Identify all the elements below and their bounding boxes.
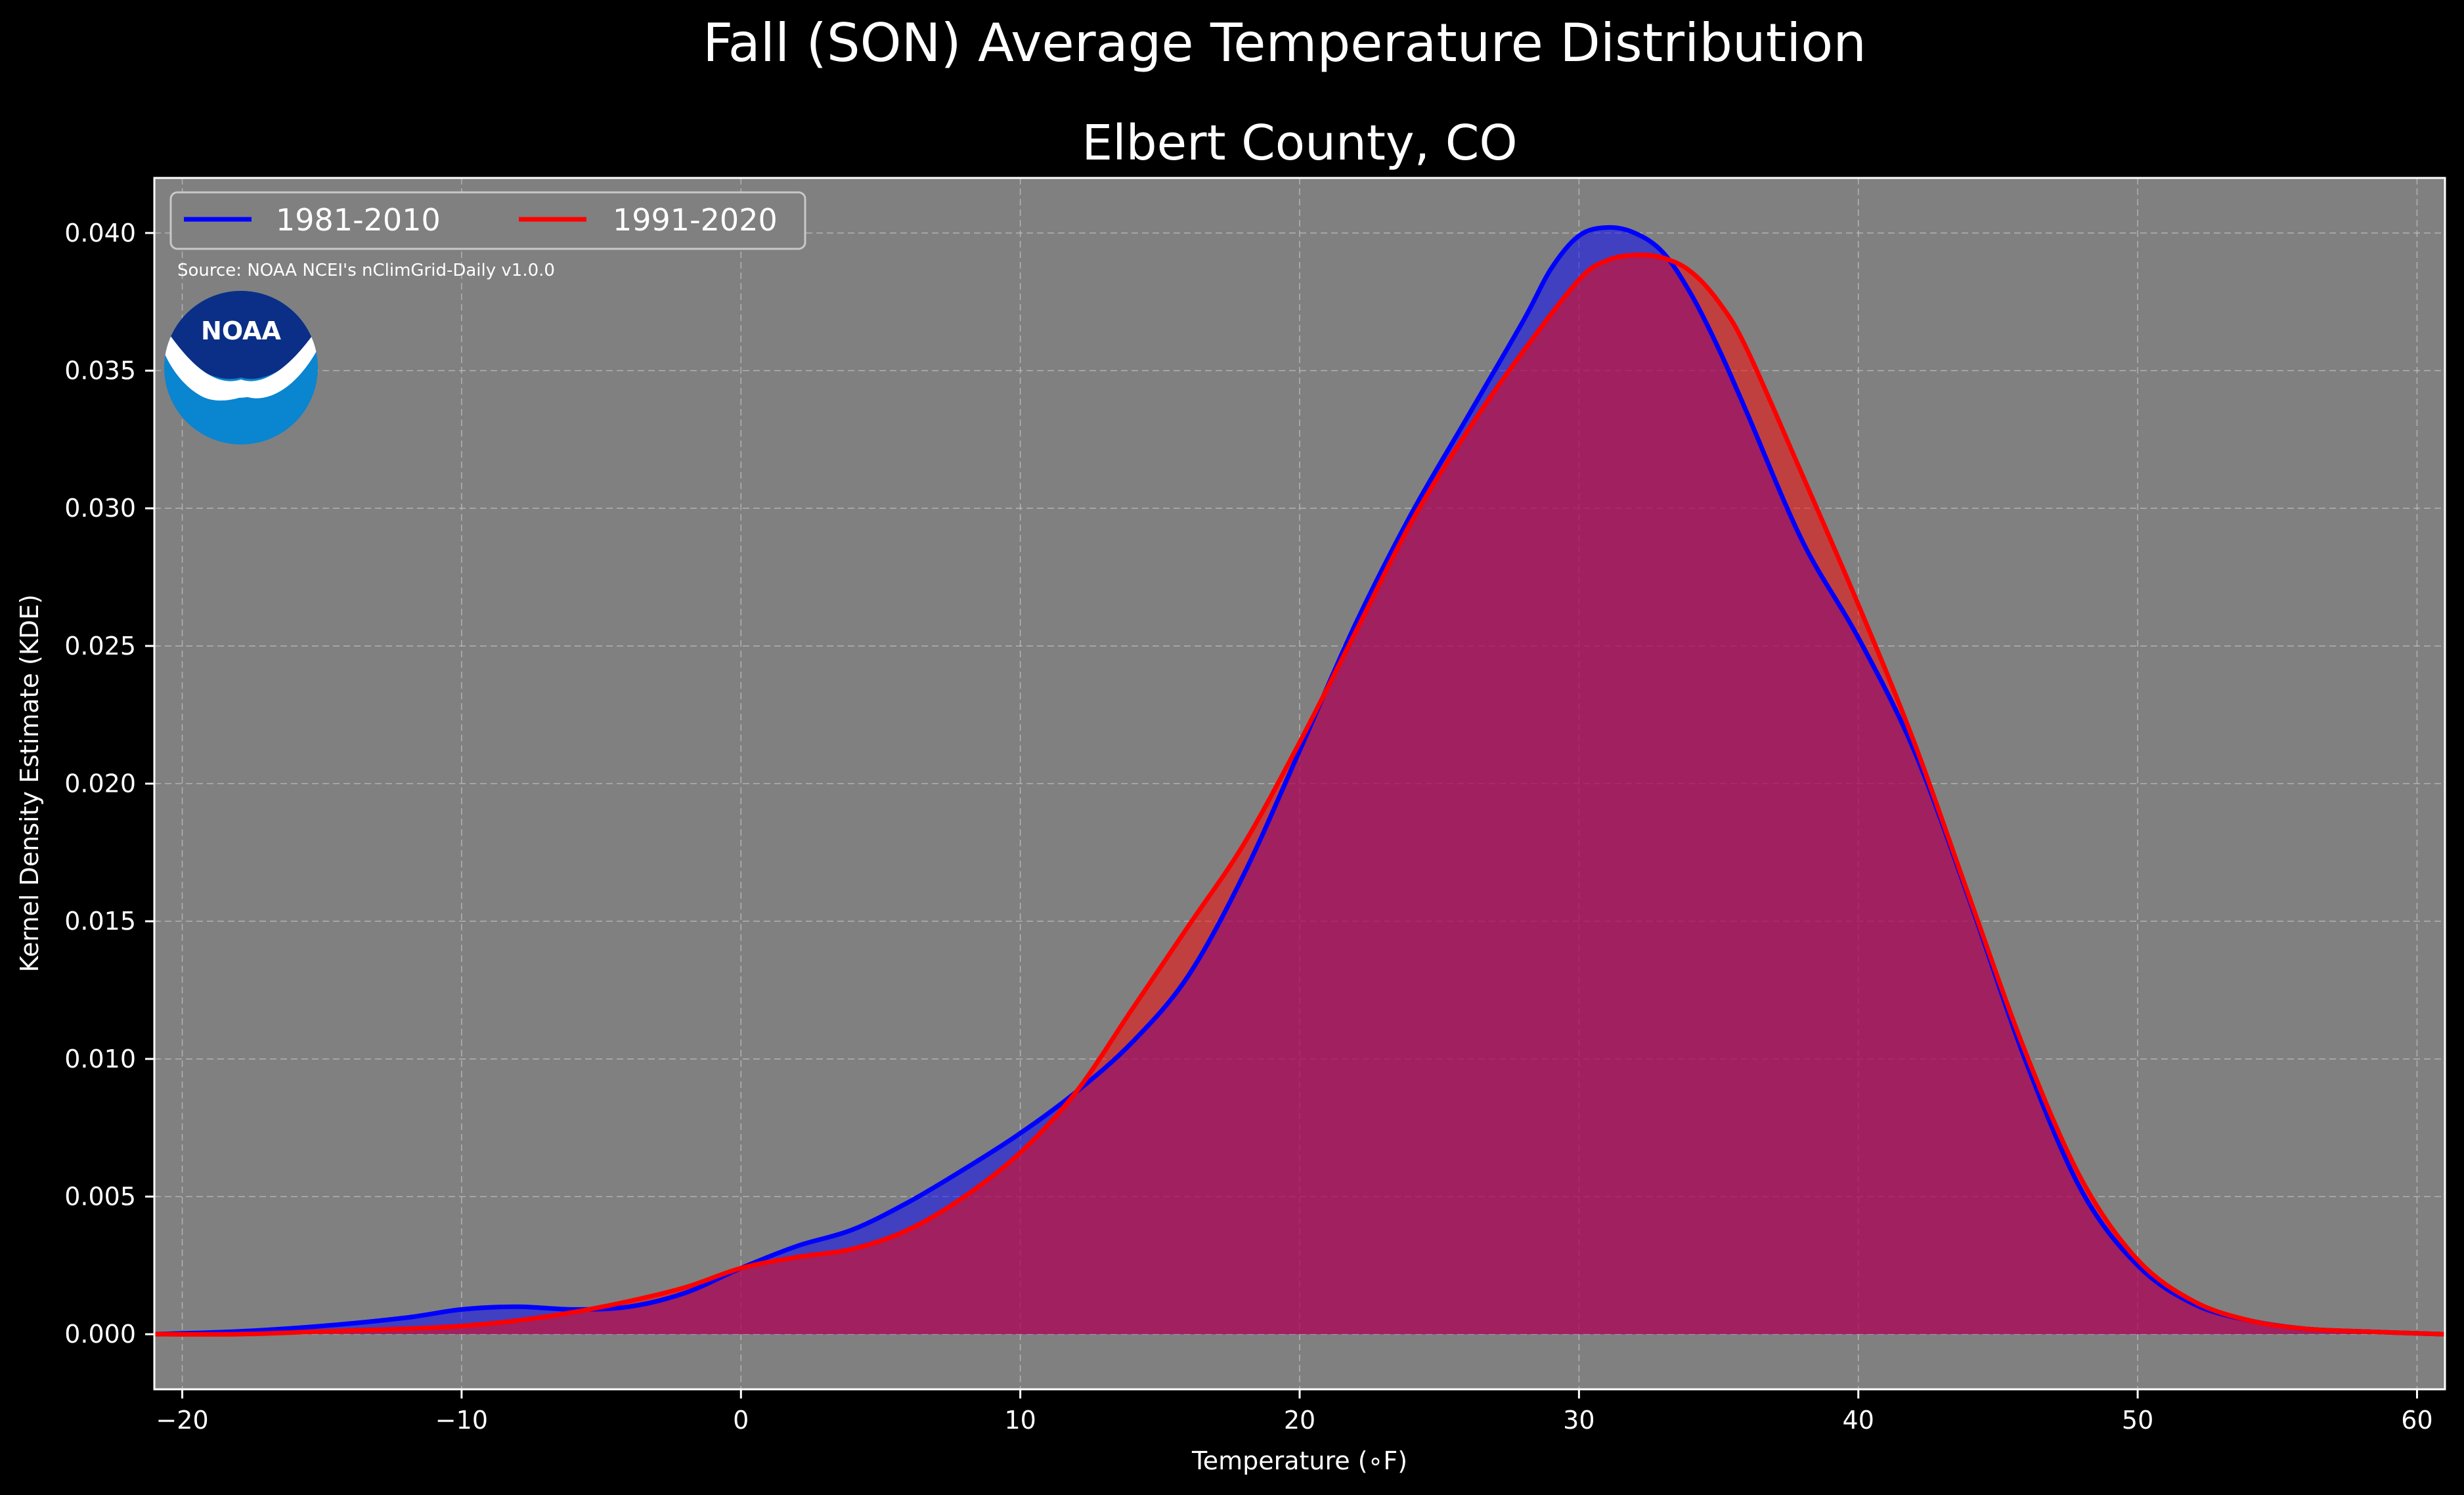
legend-label-1991-2020: 1991-2020 bbox=[613, 202, 778, 238]
y-axis-ticks: 0.000 0.005 0.010 0.015 0.020 0.025 0.030 0.035… bbox=[64, 219, 154, 1349]
x-axis-ticks: −20 −10 0 10 20 30 40 50 60 bbox=[156, 1389, 2433, 1435]
x-tick-label: 60 bbox=[2401, 1406, 2432, 1435]
chart-title: Elbert County, CO bbox=[1082, 115, 1517, 171]
y-tick-label: 0.035 bbox=[64, 357, 136, 385]
y-axis-label: Kernel Density Estimate (KDE) bbox=[15, 594, 44, 972]
series-line-1991-2020 bbox=[154, 252, 2446, 1337]
legend-box bbox=[169, 191, 806, 250]
y-tick-label: 0.015 bbox=[64, 907, 136, 936]
series-line-1981-2010 bbox=[154, 225, 2446, 1337]
chart-suptitle: Fall (SON) Average Temperature Distribut… bbox=[703, 12, 1866, 74]
x-tick-label: −10 bbox=[435, 1406, 488, 1435]
y-tick-label: 0.030 bbox=[64, 494, 136, 523]
noaa-logo-text: NOAA bbox=[201, 316, 281, 345]
series-lines bbox=[154, 225, 2446, 1337]
legend-label-1981-2010: 1981-2010 bbox=[276, 202, 441, 238]
y-tick-label: 0.040 bbox=[64, 219, 136, 248]
source-annotation: Source: NOAA NCEI's nClimGrid-Daily v1.0… bbox=[177, 261, 555, 280]
y-tick-label: 0.025 bbox=[64, 632, 136, 661]
legend: 1981-2010 1991-2020 bbox=[169, 191, 806, 250]
y-tick-label: 0.000 bbox=[64, 1320, 136, 1349]
x-tick-label: 10 bbox=[1004, 1406, 1036, 1435]
x-axis-label: Temperature (∘F) bbox=[1191, 1446, 1407, 1475]
x-tick-label: 50 bbox=[2122, 1406, 2153, 1435]
x-tick-label: −20 bbox=[156, 1406, 208, 1435]
y-tick-label: 0.020 bbox=[64, 769, 136, 798]
x-tick-label: 30 bbox=[1563, 1406, 1595, 1435]
area-fill-1991-2020 bbox=[154, 255, 2445, 1335]
x-tick-label: 20 bbox=[1284, 1406, 1315, 1435]
x-tick-label: 40 bbox=[1843, 1406, 1874, 1435]
y-tick-label: 0.010 bbox=[64, 1045, 136, 1073]
y-tick-label: 0.005 bbox=[64, 1182, 136, 1211]
x-tick-label: 0 bbox=[733, 1406, 749, 1435]
series-fills bbox=[154, 227, 2445, 1335]
noaa-logo: NOAA bbox=[164, 291, 318, 444]
